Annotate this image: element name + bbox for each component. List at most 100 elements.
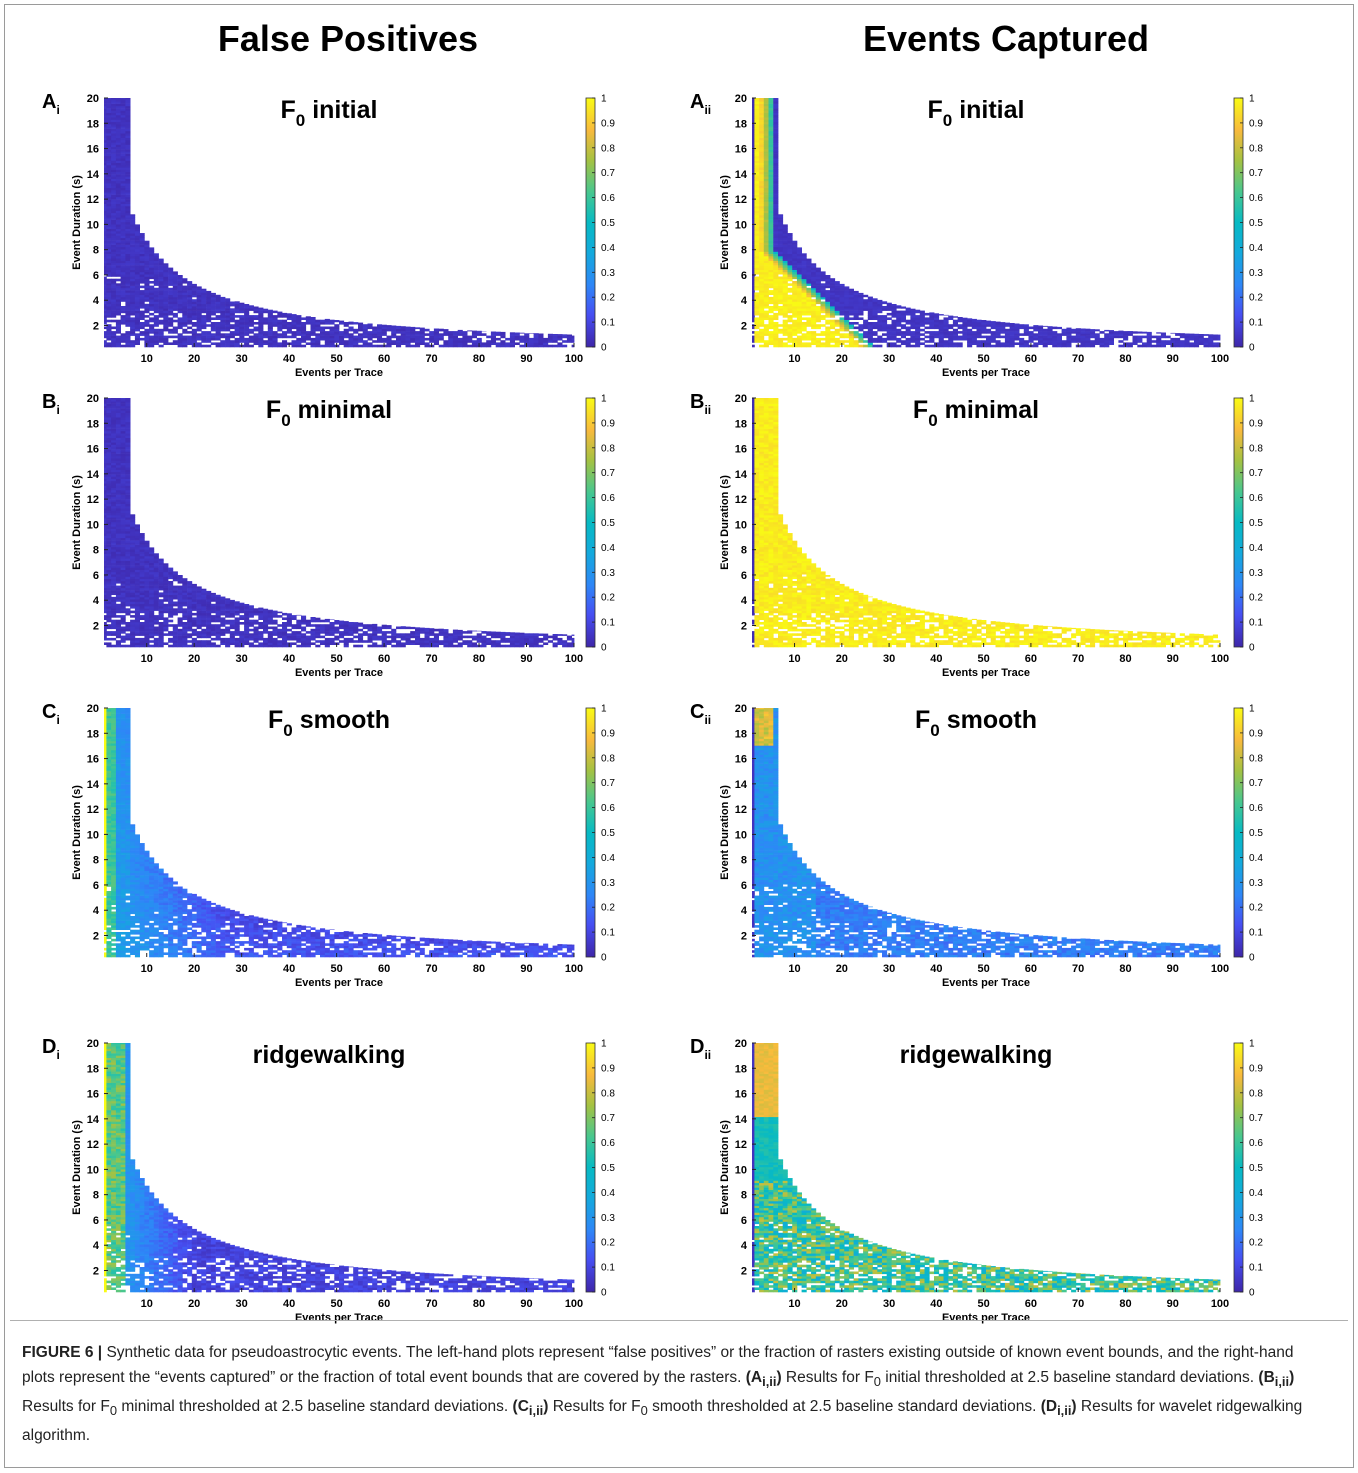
colorbar-tick-label: 0.3 [1249,268,1263,279]
heatmap-cell [957,335,963,339]
heatmap-cell [206,301,212,305]
heatmap-cell [139,249,145,252]
heatmap-cell [1118,335,1124,339]
heatmap-cell [201,337,207,341]
heatmap-cell [759,176,765,179]
heatmap-cell [768,199,774,202]
heatmap-cell [811,292,817,295]
heatmap-cell [1038,328,1044,332]
heatmap-cell [768,271,774,275]
heatmap-cell [768,210,774,214]
heatmap-cell [768,262,774,266]
heatmap-cell [282,312,288,316]
heatmap-cell [104,326,107,330]
heatmap-cell [225,308,231,311]
heatmap-cell [754,124,760,127]
heatmap-cell [752,183,755,186]
heatmap-cell [239,317,245,320]
heatmap-cell [796,299,802,302]
heatmap-cell [158,610,164,614]
heatmap-cell [115,426,121,429]
heatmap-cell [929,312,935,316]
heatmap-cell [782,260,788,264]
heatmap-cell [168,608,174,611]
heatmap-cell [111,244,117,248]
heatmap-cell [158,262,164,266]
heatmap-cell [120,240,126,243]
heatmap-cell [787,315,793,318]
heatmap-cell [120,533,126,536]
heatmap-cell [153,599,159,602]
colorbar-tick-label: 1 [601,94,607,105]
heatmap-cell [144,333,150,336]
heatmap-cell [962,337,968,341]
heatmap-cell [125,581,131,584]
heatmap-cell [139,567,145,570]
heatmap-cell [134,612,140,616]
heatmap-cell [125,212,131,216]
heatmap-cell [125,151,131,154]
heatmap-cell [104,606,107,609]
heatmap-cell [768,335,774,339]
heatmap-cell [943,340,949,343]
heatmap-cell [754,153,760,157]
heatmap-cell [277,315,283,318]
heatmap-cell [759,146,765,150]
heatmap-cell [120,540,126,543]
heatmap-cell [104,283,107,286]
heatmap-cell [759,271,765,275]
heatmap-cell [115,146,121,150]
heatmap-cell [115,449,121,452]
heatmap-cell [163,287,169,291]
heatmap-cell [104,615,107,618]
heatmap-cell [115,130,121,134]
heatmap-cell [315,340,321,343]
heatmap-cell [763,130,769,134]
heatmap-cell [106,528,112,532]
heatmap-cell [168,583,174,586]
heatmap-cell [120,587,126,591]
heatmap-cell [752,212,755,216]
heatmap-cell [115,174,121,177]
heatmap-cell [763,324,769,327]
heatmap-cell [1028,333,1034,336]
heatmap-cell [834,324,840,327]
heatmap-cell [130,324,136,327]
heatmap-cell [971,326,977,330]
heatmap-cell [773,160,779,163]
heatmap-cell [163,278,169,282]
colorbar-tick-label: 0.1 [601,318,615,329]
heatmap-cell [1146,337,1152,341]
heatmap-cell [990,322,996,325]
heatmap-cell [106,231,112,234]
heatmap-cell [229,303,235,307]
heatmap-cell [115,403,121,407]
heatmap-cell [111,403,117,407]
heatmap-cell [111,526,117,529]
heatmap-cell [168,585,174,589]
heatmap-cell [277,322,283,325]
heatmap-cell [158,306,164,309]
heatmap-cell [267,344,273,348]
heatmap-cell [177,308,183,311]
heatmap-cell [115,296,121,300]
heatmap-cell [752,310,755,314]
heatmap-cell [106,149,112,152]
heatmap-cell [187,294,193,298]
heatmap-cell [120,110,126,113]
heatmap-cell [778,214,784,216]
heatmap-cell [120,335,126,339]
heatmap-cell [104,194,107,198]
heatmap-cell [120,428,126,432]
heatmap-cell [104,144,107,148]
heatmap-cell [144,626,150,630]
heatmap-cell [759,192,765,195]
heatmap-cell [877,322,883,325]
heatmap-cell [104,169,107,173]
heatmap-cell [120,599,126,602]
heatmap-cell [1042,331,1048,334]
heatmap-cell [106,437,112,441]
heatmap-cell [820,287,826,291]
heatmap-cell [106,344,112,348]
heatmap-cell [130,565,136,568]
